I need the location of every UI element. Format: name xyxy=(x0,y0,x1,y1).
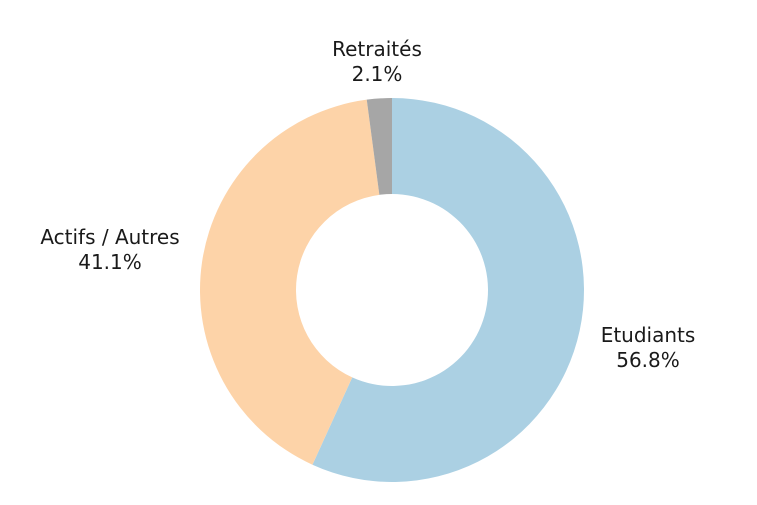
slice-retrait-s xyxy=(366,98,392,195)
slice-etudiants xyxy=(312,98,584,482)
slice-label-percent: 2.1% xyxy=(352,62,403,86)
slice-label-percent: 41.1% xyxy=(78,250,142,274)
slice-label-name: Retraités xyxy=(332,37,422,61)
slice-label-name: Etudiants xyxy=(601,323,696,347)
slice-actifs-autres xyxy=(199,99,380,465)
slice-label-name: Actifs / Autres xyxy=(40,225,179,249)
donut-slices xyxy=(199,98,584,482)
slice-label-percent: 56.8% xyxy=(616,348,680,372)
